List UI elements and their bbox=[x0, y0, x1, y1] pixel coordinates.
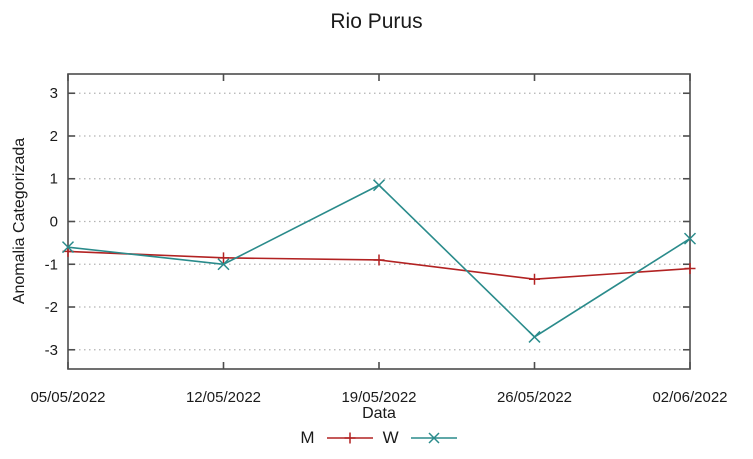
marker-plus bbox=[684, 263, 696, 275]
x-tick-label: 12/05/2022 bbox=[186, 389, 261, 406]
legend-label-m: M bbox=[300, 428, 315, 447]
x-tick-label: 05/05/2022 bbox=[30, 389, 105, 406]
y-tick-label: -3 bbox=[45, 342, 58, 359]
legend: M W bbox=[0, 428, 753, 448]
x-axis-label: Data bbox=[362, 405, 396, 422]
x-tick-label: 26/05/2022 bbox=[497, 389, 572, 406]
marker-cross bbox=[683, 232, 697, 245]
y-tick-label: -1 bbox=[45, 256, 58, 273]
marker-cross bbox=[61, 241, 75, 254]
marker-plus bbox=[373, 254, 385, 266]
y-tick-label: -2 bbox=[45, 299, 58, 316]
x-tick-label: 02/06/2022 bbox=[652, 389, 727, 406]
legend-sample-marker bbox=[428, 432, 440, 444]
y-tick-label: 0 bbox=[50, 214, 58, 231]
marker-cross bbox=[217, 258, 230, 271]
legend-sample-marker bbox=[344, 432, 356, 444]
y-tick-label: 2 bbox=[50, 128, 58, 145]
legend-label-w: W bbox=[382, 428, 399, 447]
legend-item-m: M bbox=[300, 428, 373, 448]
y-tick-label: 3 bbox=[50, 85, 58, 102]
y-tick-label: 1 bbox=[50, 171, 58, 188]
x-tick-label: 19/05/2022 bbox=[341, 389, 416, 406]
marker-plus bbox=[529, 273, 540, 285]
legend-item-w: W bbox=[383, 428, 458, 448]
marker-cross bbox=[372, 179, 386, 192]
legend-line-sample-w bbox=[410, 432, 457, 444]
chart-title: Rio Purus bbox=[330, 10, 423, 33]
plot-border bbox=[67, 73, 691, 370]
legend-line-sample-m bbox=[326, 432, 373, 444]
marker-cross bbox=[528, 330, 541, 343]
marker-plus bbox=[218, 252, 229, 264]
